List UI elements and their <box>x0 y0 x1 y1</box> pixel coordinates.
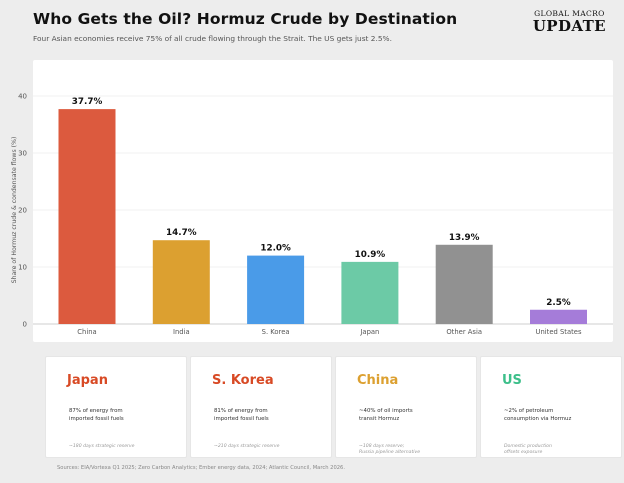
card-description: 87% of energy from imported fossil fuels <box>69 408 179 424</box>
bar-value-label: 14.7% <box>166 228 197 238</box>
card-note-line: ~108 days reserve; <box>359 444 405 449</box>
bar-value-label: 37.7% <box>72 97 103 107</box>
card-description-line: consumption via Hormuz <box>504 415 572 422</box>
bar-s-korea <box>247 255 305 324</box>
card-china: China ~40% of oil imports transit Hormuz… <box>335 356 477 458</box>
card-title: S. Korea <box>212 373 274 388</box>
card-note: Domestic production offsets exposure <box>504 444 614 456</box>
card-title: Japan <box>67 373 108 388</box>
bar-value-label: 2.5% <box>546 298 571 308</box>
card-note: ~180 days strategic reserve <box>69 444 179 450</box>
bar-united-states <box>530 309 587 324</box>
card-note: ~108 days reserve; Russia pipeline alter… <box>359 444 469 456</box>
bar-india <box>152 240 210 324</box>
card-note: ~210 days strategic reserve <box>214 444 324 450</box>
y-tick-label: 30 <box>18 150 27 158</box>
y-tick-label: 0 <box>23 321 27 329</box>
card-japan: Japan 87% of energy from imported fossil… <box>45 356 187 458</box>
card-description-line: imported fossil fuels <box>69 415 124 422</box>
x-tick-label: India <box>173 328 190 336</box>
card-s-korea: S. Korea 81% of energy from imported fos… <box>190 356 332 458</box>
card-description-line: transit Hormuz <box>359 415 400 422</box>
card-description: 81% of energy from imported fossil fuels <box>214 408 324 424</box>
bar-other-asia <box>435 244 493 324</box>
card-description-line: ~2% of petroleum <box>504 408 554 414</box>
x-tick-label: United States <box>535 328 581 336</box>
brand-logo: GLOBAL MACRO UPDATE <box>533 10 606 34</box>
card-description-line: ~40% of oil imports <box>359 408 413 414</box>
y-axis-label: Share of Hormuz crude & condensate flows… <box>11 137 18 284</box>
bar-value-label: 13.9% <box>449 233 480 243</box>
card-description-line: imported fossil fuels <box>214 415 269 422</box>
page-title: Who Gets the Oil? Hormuz Crude by Destin… <box>33 10 458 28</box>
card-title: US <box>502 373 522 388</box>
card-us: US ~2% of petroleum consumption via Horm… <box>480 356 622 458</box>
card-note-line: ~210 days strategic reserve <box>214 444 280 449</box>
x-tick-label: Other Asia <box>446 328 482 336</box>
x-tick-label: Japan <box>359 328 379 336</box>
info-cards: Japan 87% of energy from imported fossil… <box>45 356 622 458</box>
bar-china <box>58 109 116 324</box>
bar-value-label: 12.0% <box>260 244 291 254</box>
y-tick-label: 20 <box>18 207 27 215</box>
card-note-line: Domestic production <box>504 444 552 449</box>
y-tick-label: 40 <box>18 93 27 101</box>
bar-japan <box>341 261 399 324</box>
card-description-line: 81% of energy from <box>214 408 268 414</box>
card-title: China <box>357 373 399 388</box>
bar-chart: 0 10 20 30 40 Share of Hormuz crude & condens… <box>11 93 613 336</box>
y-tick-label: 10 <box>18 264 27 272</box>
card-note-line: Russia pipeline alternative <box>359 449 421 455</box>
brand-logo-top: GLOBAL MACRO <box>534 9 605 18</box>
card-description: ~40% of oil imports transit Hormuz <box>359 408 469 424</box>
x-tick-label: S. Korea <box>262 328 290 336</box>
chart-panel: 0 10 20 30 40 Share of Hormuz crude & condens… <box>11 60 613 342</box>
card-description: ~2% of petroleum consumption via Hormuz <box>504 408 614 424</box>
card-description-line: 87% of energy from <box>69 408 123 414</box>
x-tick-label: China <box>77 328 96 336</box>
card-note-line: ~180 days strategic reserve <box>69 444 135 449</box>
brand-logo-main: UPDATE <box>532 16 606 35</box>
sources-note: Sources: EIA/Vortexa Q1 2025; Zero Carbo… <box>57 465 346 471</box>
page-subtitle: Four Asian economies receive 75% of all … <box>33 34 392 43</box>
card-note-line: offsets exposure <box>504 449 543 455</box>
bar-value-label: 10.9% <box>355 250 386 260</box>
